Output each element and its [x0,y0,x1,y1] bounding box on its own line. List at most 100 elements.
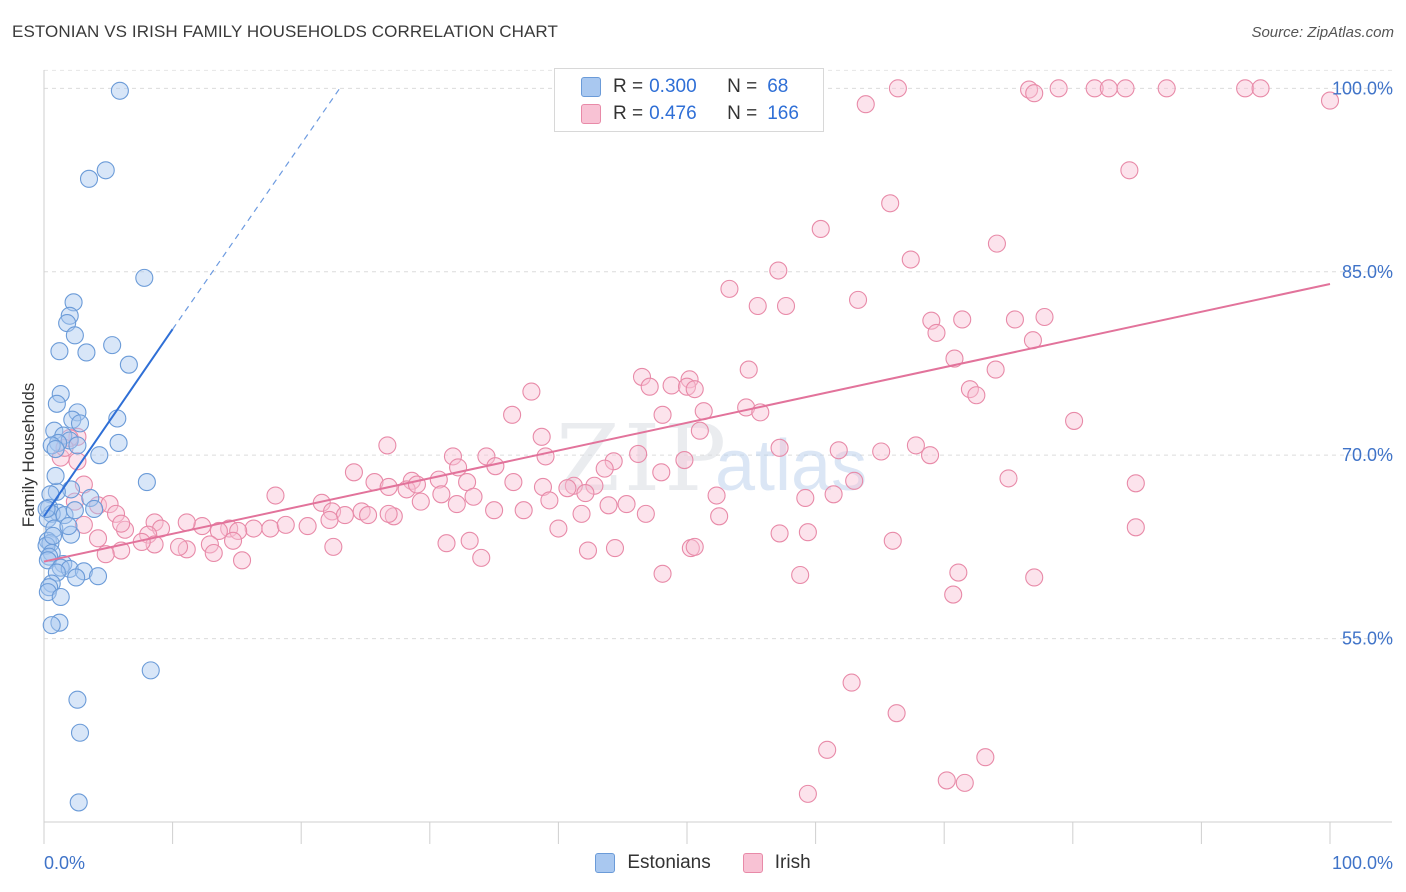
data-point [46,440,65,459]
data-point [769,261,788,280]
data-point [536,447,555,466]
data-point [599,496,618,515]
data-point [411,492,430,511]
data-point [378,436,397,455]
data-point [1005,310,1024,329]
data-point [485,501,504,520]
irish-trend-line [43,283,1331,563]
y-tick-label: 55.0% [1342,629,1393,649]
data-point [335,506,354,525]
data-point [791,565,810,585]
data-point [1157,79,1176,98]
x-tick-label: 0.0% [44,853,85,873]
data-point [1126,518,1145,537]
data-point [103,336,122,355]
watermark-atlas: atlas [715,426,867,506]
data-point [1049,79,1068,98]
estonians-legend-swatch [595,853,616,873]
data-point [244,519,263,538]
data-point [1025,84,1044,103]
data-point [937,771,956,790]
data-point [460,531,479,550]
data-point [135,268,154,287]
data-point [1099,79,1118,98]
data-point [798,784,817,803]
data-point [986,360,1005,379]
data-point [540,491,559,510]
data-point [829,441,848,460]
data-point [739,360,758,379]
irish-legend-swatch [742,853,763,873]
data-point [112,514,131,533]
irish-swatch [581,104,601,124]
data-point [617,495,636,514]
legend-row-irish: R = 0.476 N = 166 [581,103,799,125]
data-point [595,459,614,478]
data-point [662,376,681,395]
data-point [881,194,900,213]
data-point [51,384,70,404]
data-point [675,451,694,470]
data-point [1120,161,1139,180]
data-point [955,773,974,792]
legend-row-estonians: R = 0.300 N = 68 [581,76,788,98]
y-tick-label: 100.0% [1332,78,1393,98]
data-point [549,519,568,538]
data-point [119,355,138,374]
data-point [46,466,65,486]
data-point [90,446,109,465]
data-point [1251,79,1270,98]
data-point [652,463,671,482]
data-point [818,740,837,759]
data-point [872,442,891,461]
data-point [1025,568,1044,587]
data-point [770,524,789,543]
data-point [887,704,906,723]
data-point [59,517,78,536]
data-point [384,507,403,526]
data-point [81,488,100,508]
data-point [710,507,729,526]
data-point [748,296,767,316]
data-point [359,506,378,525]
data-point [429,470,448,489]
data-point [432,485,451,504]
data-point [504,473,523,492]
data-point [944,585,963,604]
data-point [65,501,84,520]
data-point [204,543,223,563]
data-point [43,526,63,545]
data-point [276,515,295,534]
data-point [558,479,577,498]
data-point [514,501,533,520]
data-point [64,293,83,312]
x-tick-label: 100.0% [1332,853,1393,873]
data-point [883,531,902,550]
data-point [572,504,591,523]
data-point [67,568,86,587]
data-point [796,488,815,508]
data-point [578,541,598,560]
data-point [636,504,655,523]
data-point [51,587,70,607]
data-point [532,427,551,446]
data-point [109,433,128,452]
data-point [640,377,659,396]
legend-item-irish[interactable]: Irish [742,852,811,874]
n-label: N = [727,76,758,97]
data-point [229,521,248,541]
chart-title: ESTONIAN VS IRISH FAMILY HOUSEHOLDS CORR… [12,22,558,41]
data-point [901,250,920,269]
data-point [68,436,87,455]
series-legend: Estonians Irish [0,852,1406,874]
legend-item-estonians[interactable]: Estonians [595,852,711,874]
data-point [137,473,156,492]
data-point [949,563,968,582]
data-point [653,405,672,424]
data-point [1116,79,1135,98]
data-point [798,523,817,542]
data-point [1320,91,1340,110]
data-point [605,539,625,558]
data-point [927,323,946,342]
